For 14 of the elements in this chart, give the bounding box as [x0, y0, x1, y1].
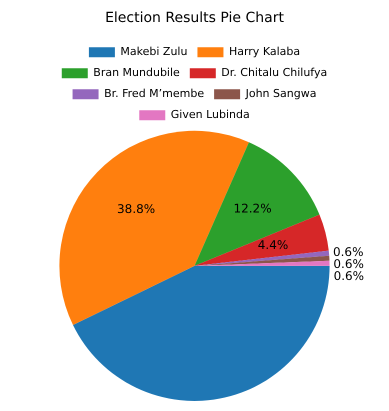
data-label: 0.6% — [334, 268, 364, 283]
legend-label: Harry Kalaba — [228, 45, 300, 58]
data-label: 4.4% — [258, 238, 288, 252]
legend-label: Br. Fred M’membe — [104, 87, 204, 100]
legend-label: Makebi Zulu — [120, 45, 188, 58]
legend-label: Given Lubinda — [170, 108, 250, 122]
data-label: 38.8% — [117, 202, 156, 216]
legend-label: John Sangwa — [244, 87, 316, 100]
legend-label: Dr. Chitalu Chilufya — [221, 66, 328, 80]
data-label: 12.2% — [233, 201, 272, 216]
data-label: 0.6% — [332, 244, 364, 259]
legend-label: Bran Mundubile — [93, 66, 180, 80]
chart-title: Election Results Pie Chart — [105, 10, 284, 26]
data-label: 0.6% — [333, 256, 364, 271]
